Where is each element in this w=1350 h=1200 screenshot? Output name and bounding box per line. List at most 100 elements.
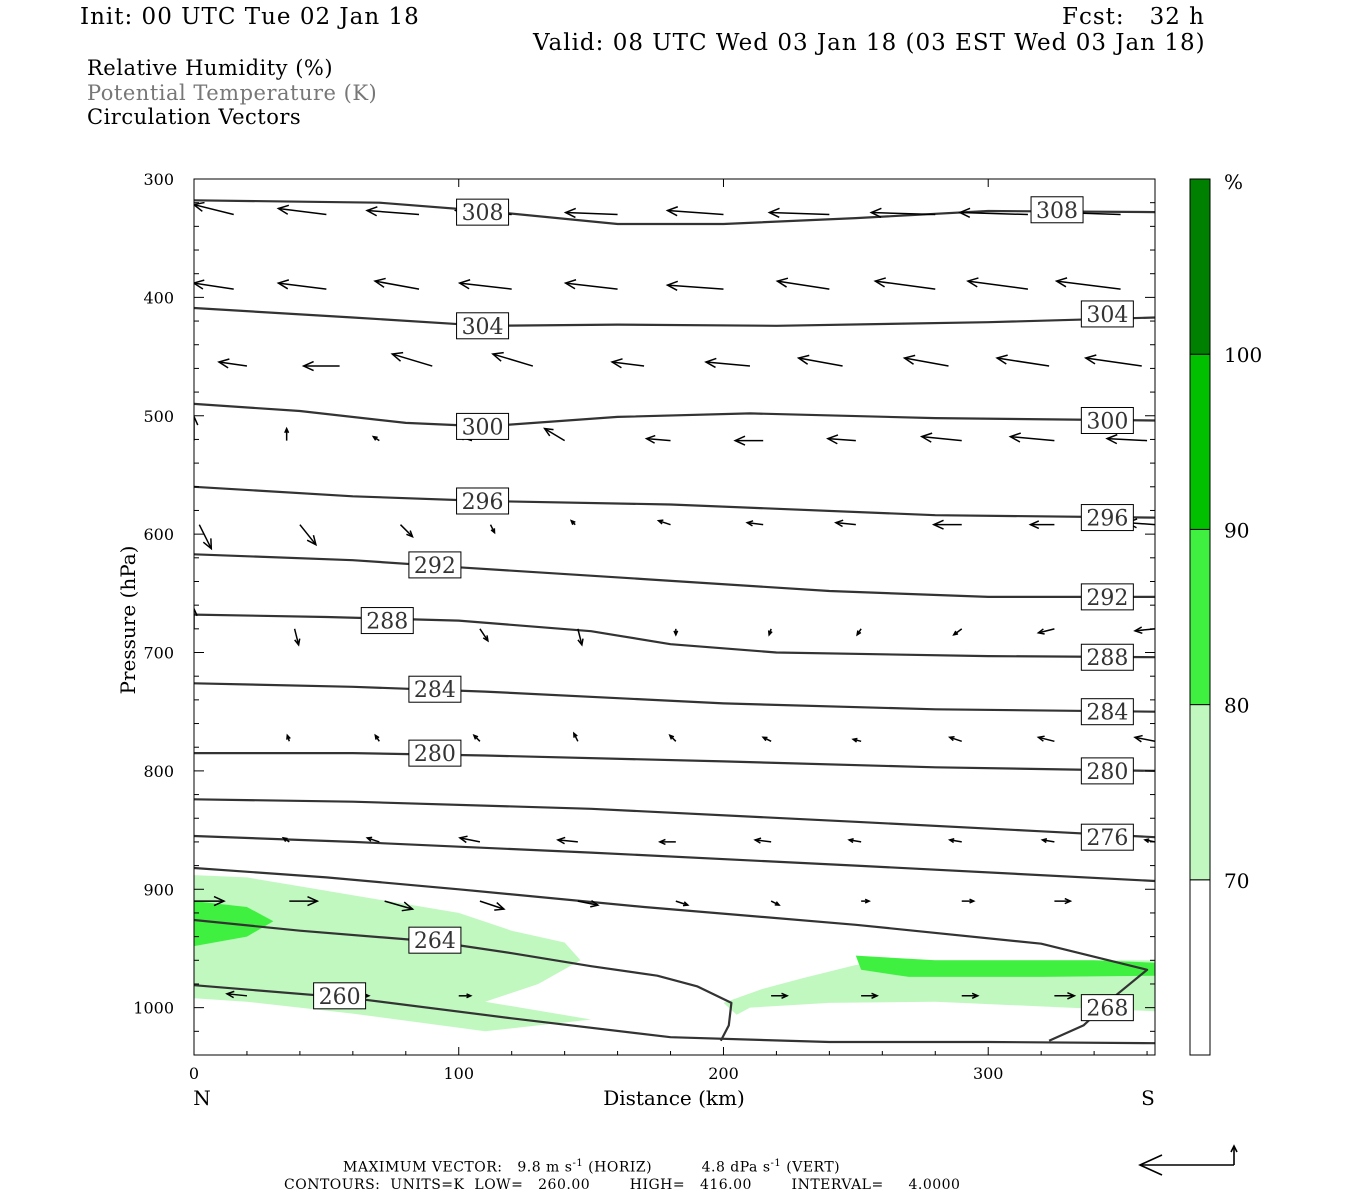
circulation-vector xyxy=(194,279,234,290)
circulation-vector xyxy=(489,524,496,535)
colorbar-segment xyxy=(1189,879,1211,1056)
circulation-vector xyxy=(767,628,773,637)
circulation-vector xyxy=(847,838,862,844)
contour-label: 260 xyxy=(313,982,367,1010)
contour-label: 280 xyxy=(1080,757,1134,785)
contour-label-text: 284 xyxy=(1086,701,1128,726)
circulation-vector xyxy=(1028,520,1055,530)
circulation-vector xyxy=(1054,277,1121,290)
contour-label-text: 292 xyxy=(414,554,456,579)
circulation-vector xyxy=(995,354,1050,367)
circulation-vector xyxy=(1040,838,1055,844)
x-end-label-right: S xyxy=(1141,1086,1155,1110)
contour-label: 280 xyxy=(408,739,462,767)
circulation-vector xyxy=(834,519,856,528)
circulation-vector xyxy=(373,277,420,290)
theta-contour-264 xyxy=(194,918,733,1042)
circulation-vector xyxy=(665,206,724,217)
colorbar-level-label: 90 xyxy=(1224,518,1249,542)
contour-label-text: 288 xyxy=(366,610,408,635)
circulation-vector xyxy=(1133,734,1155,743)
circulation-vector xyxy=(1105,433,1148,445)
legend-theta: Potential Temperature (K) xyxy=(87,81,378,105)
circulation-vector xyxy=(948,736,962,743)
circulation-vector xyxy=(902,354,949,367)
contour-label-text: 300 xyxy=(1086,409,1128,434)
contour-label: 284 xyxy=(408,675,462,703)
theta-contour-300 xyxy=(194,402,1155,428)
colorbar-unit-label: % xyxy=(1224,170,1243,194)
contour-label: 288 xyxy=(360,607,414,635)
x-tick-label: 100 xyxy=(443,1064,474,1083)
theta-contour-308 xyxy=(194,199,1155,226)
contour-label: 304 xyxy=(1080,300,1134,328)
circulation-vector xyxy=(675,900,690,907)
circulation-vector xyxy=(861,898,871,904)
circulation-vector xyxy=(458,993,473,999)
circulation-vector xyxy=(851,737,862,743)
contour-label: 264 xyxy=(408,926,462,954)
y-axis-label: Pressure (hPa) xyxy=(116,546,140,695)
circulation-vector xyxy=(775,277,830,290)
contour-label-text: 276 xyxy=(1086,826,1128,851)
colorbar-segment xyxy=(1189,704,1211,881)
circulation-vector xyxy=(457,279,512,290)
circulation-vector xyxy=(1133,626,1155,634)
circulation-vector xyxy=(399,524,414,538)
circulation-vector xyxy=(458,835,481,844)
circulation-vector xyxy=(966,277,1029,290)
circulation-vector xyxy=(919,432,962,443)
circulation-vector xyxy=(873,277,936,290)
y-tick-label: 900 xyxy=(143,880,174,899)
contour-label-text: 280 xyxy=(1086,760,1128,785)
theta-contour-280 xyxy=(194,751,1155,772)
legend-rh: Relative Humidity (%) xyxy=(87,56,334,80)
circulation-vector xyxy=(194,414,199,441)
circulation-vector xyxy=(384,900,415,912)
circulation-vector xyxy=(952,628,963,636)
circulation-vector xyxy=(472,734,481,742)
contour-label-layer: 308 308 304 304 300 300 296 296 292 292 288 288 284 2… xyxy=(313,196,1134,1022)
circulation-vector xyxy=(961,992,980,1000)
circulation-vector xyxy=(286,733,291,742)
contour-label: 288 xyxy=(1080,643,1134,671)
circulation-vector xyxy=(573,731,579,742)
colorbar-level-label: 70 xyxy=(1224,869,1249,893)
circulation-vector xyxy=(289,896,320,907)
circulation-vector xyxy=(577,628,584,647)
circulation-vector xyxy=(1008,432,1055,443)
colorbar-level-label: 80 xyxy=(1224,694,1249,718)
circulation-vector xyxy=(276,279,327,290)
reference-vector xyxy=(1138,1144,1238,1176)
circulation-vector xyxy=(745,520,764,527)
contour-label: 308 xyxy=(456,198,510,226)
theta-contour-304 xyxy=(194,306,1155,327)
contour-label-text: 284 xyxy=(414,678,456,703)
colorbar-segment xyxy=(1189,528,1211,706)
circulation-vector xyxy=(556,836,578,845)
circulation-vector xyxy=(644,434,671,444)
contour-label: 292 xyxy=(408,551,462,579)
contour-label: 308 xyxy=(1030,196,1084,224)
circulation-vector xyxy=(761,736,772,742)
y-tick-label: 300 xyxy=(143,170,174,189)
contour-label: 300 xyxy=(456,412,510,440)
contour-label: 292 xyxy=(1080,583,1134,611)
circulation-vector xyxy=(771,992,789,1000)
contour-label-text: 296 xyxy=(462,490,504,515)
circulation-vector xyxy=(194,607,198,629)
rh-70-region-0 xyxy=(194,875,592,1032)
circulation-vector xyxy=(293,628,301,647)
theta-contour-284 xyxy=(194,682,1155,713)
circulation-vector xyxy=(856,628,862,637)
circulation-vector xyxy=(217,358,248,369)
circulation-vector xyxy=(365,836,380,843)
circulation-vector xyxy=(958,207,1028,218)
circulation-vector xyxy=(931,519,962,530)
colorbar: 70 80 90 100% xyxy=(1189,170,1262,1056)
circulation-vector xyxy=(284,426,290,441)
circulation-vector xyxy=(194,895,226,907)
valid-time: Valid: 08 UTC Wed 03 Jan 18 (03 EST Wed … xyxy=(533,30,1206,56)
contour-label: 300 xyxy=(1080,406,1134,434)
